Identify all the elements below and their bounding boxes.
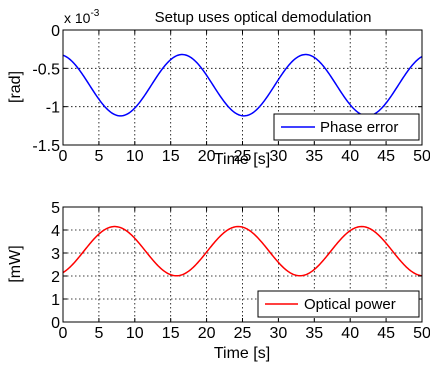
- data-lines: [62, 225, 423, 277]
- x-tick-label: 5: [94, 148, 103, 165]
- x-tick-label: 40: [341, 325, 359, 342]
- grid-lines: [63, 207, 422, 322]
- x-tick-label: 0: [59, 148, 68, 165]
- x-tick-labels: 0 5 10 15 20 25 30 35 40 45 50: [59, 325, 430, 342]
- x-tick-label: 15: [162, 325, 180, 342]
- tick-marks: [62, 29, 423, 146]
- y-axis-label: [mW]: [7, 245, 24, 282]
- x-tick-label: 50: [413, 325, 430, 342]
- x-tick-label: 45: [377, 325, 395, 342]
- y-tick-label: 3: [51, 246, 60, 263]
- x-tick-label: 5: [94, 325, 103, 342]
- x-tick-labels: 0 5 10 15 20 25 30 35 40 45 50: [59, 148, 430, 165]
- x-tick-label: 40: [341, 148, 359, 165]
- grid-lines: [63, 30, 422, 145]
- phase-error-plot: 0 5 10 15 20 25 30 35 40 45 50 0-0.5-1-1.5 x 10-3 …: [7, 8, 430, 168]
- x-tick-label: 30: [270, 325, 288, 342]
- legend-label: Phase error: [320, 119, 398, 136]
- x-tick-label: 0: [59, 325, 68, 342]
- x-tick-label: 10: [126, 325, 144, 342]
- x-axis-label: Time [s]: [214, 151, 270, 168]
- x-tick-label: 35: [305, 325, 323, 342]
- y-tick-label: 0: [51, 315, 60, 332]
- y-tick-label: 4: [51, 223, 60, 240]
- y-tick-label: -0.5: [32, 61, 60, 78]
- x-tick-label: 20: [198, 325, 216, 342]
- y-tick-label: -1: [46, 100, 60, 117]
- x-axis-label: Time [s]: [214, 345, 270, 362]
- x-tick-label: 35: [305, 148, 323, 165]
- x-tick-label: 20: [198, 148, 216, 165]
- y-axis-label: [rad]: [7, 71, 24, 103]
- y-tick-labels: 0 1 2 3 4 5: [51, 200, 60, 332]
- y-tick-labels: 0 -0.5 -1 -1.5: [32, 23, 60, 155]
- tick-marks: [62, 206, 423, 323]
- y-tick-label: 2: [51, 269, 60, 286]
- series-line: [62, 225, 423, 277]
- x-tick-label: 10: [126, 148, 144, 165]
- x-tick-label: 45: [377, 148, 395, 165]
- legend: Optical power: [257, 290, 420, 318]
- x-tick-label: 30: [270, 148, 288, 165]
- x-tick-label: 25: [234, 148, 252, 165]
- y-exponent-label: x 10-3: [64, 8, 100, 26]
- y-tick-label: 5: [51, 200, 60, 217]
- x-tick-label: 50: [413, 148, 430, 165]
- y-tick-label: 0: [51, 23, 60, 40]
- chart-title: Setup uses optical demodulation: [155, 9, 372, 26]
- legend-label: Optical power: [304, 296, 396, 313]
- x-tick-label: 15: [162, 148, 180, 165]
- y-tick-label: 1: [51, 292, 60, 309]
- x-tick-label: 25: [234, 325, 252, 342]
- legend: Phase error: [273, 113, 420, 141]
- y-tick-label: -1.5: [32, 138, 60, 155]
